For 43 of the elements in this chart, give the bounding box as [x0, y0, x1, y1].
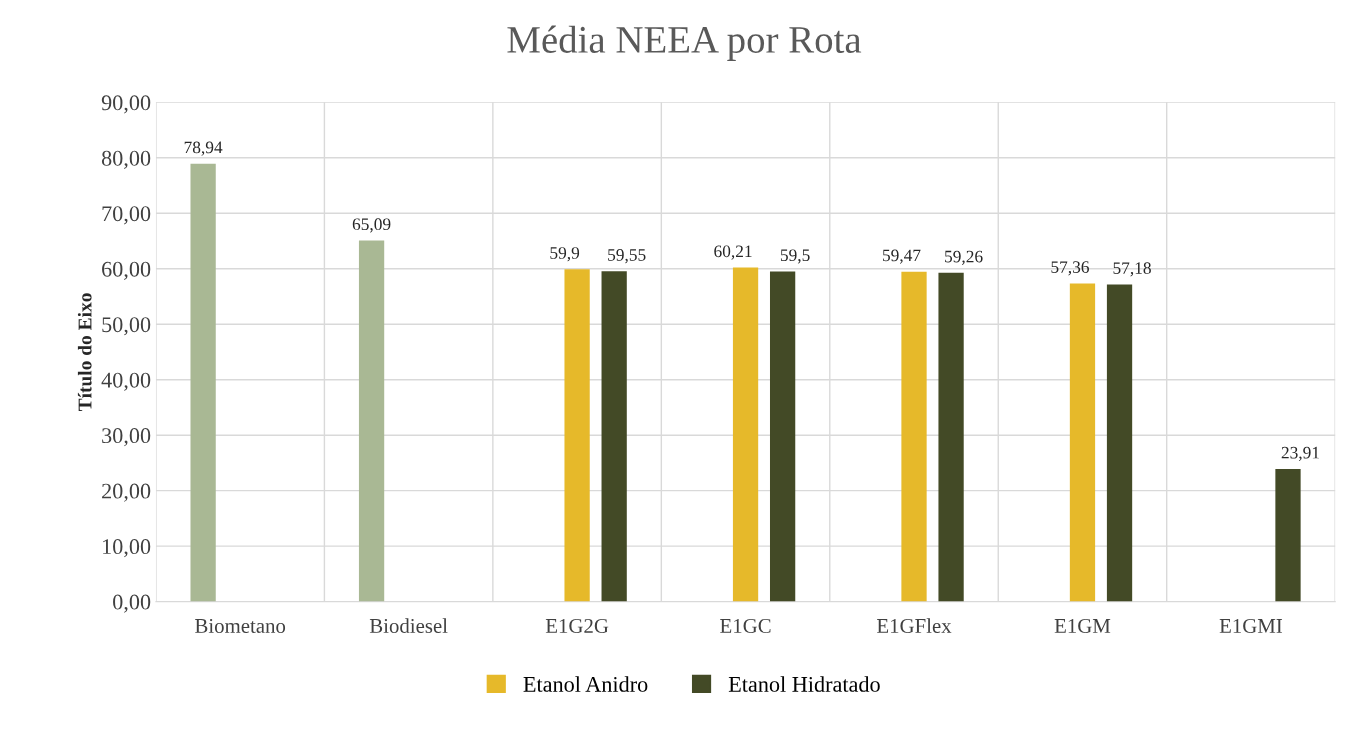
y-tick-label: 70,00 — [102, 206, 151, 225]
y-tick-label: 50,00 — [102, 317, 151, 336]
legend-label: Etanol Anidro — [523, 676, 648, 692]
data-label: 59,26 — [945, 250, 983, 265]
bar — [190, 163, 216, 602]
bar — [938, 272, 964, 602]
bar — [1275, 468, 1301, 602]
data-label: 59,47 — [883, 249, 921, 264]
y-tick-label: 80,00 — [101, 150, 151, 169]
data-label: 57,36 — [1051, 261, 1089, 276]
y-tick-label: 0,00 — [113, 594, 151, 613]
y-tick-label: 60,00 — [102, 261, 151, 280]
data-label: 59,5 — [780, 249, 810, 264]
data-label: 57,18 — [1113, 262, 1151, 277]
y-tick-label: 20,00 — [102, 483, 151, 502]
data-label: 59,55 — [608, 249, 646, 264]
x-tick-label: E1GC — [720, 618, 771, 633]
chart-title: Média NEEA por Rota — [507, 25, 862, 61]
x-tick-label: E1GM — [1054, 618, 1111, 633]
bar — [769, 271, 796, 602]
bar — [732, 267, 759, 602]
bar — [564, 269, 590, 602]
legend-label: Etanol Hidratado — [728, 676, 880, 692]
y-tick-label: 40,00 — [101, 372, 151, 391]
x-tick-label: E1GFlex — [877, 618, 952, 633]
y-tick-label: 90,00 — [101, 95, 151, 114]
x-tick-label: Biometano — [195, 618, 286, 633]
data-label: 78,94 — [184, 141, 223, 156]
bar — [601, 271, 627, 602]
y-tick-label: 30,00 — [102, 428, 151, 447]
data-label: 65,09 — [352, 218, 391, 233]
bar — [1106, 284, 1133, 602]
data-label: 60,21 — [714, 245, 752, 260]
x-tick-label: Biodiesel — [369, 618, 448, 633]
x-tick-label: E1G2G — [545, 618, 609, 633]
data-label: 59,9 — [550, 247, 580, 262]
data-label: 23,91 — [1281, 446, 1319, 461]
x-tick-label: E1GMI — [1219, 618, 1283, 633]
y-tick-label: 10,00 — [103, 539, 151, 558]
bar — [358, 240, 385, 602]
bar — [901, 271, 927, 602]
bar — [1069, 283, 1096, 602]
y-axis-title: Título do Eixo — [77, 293, 92, 412]
